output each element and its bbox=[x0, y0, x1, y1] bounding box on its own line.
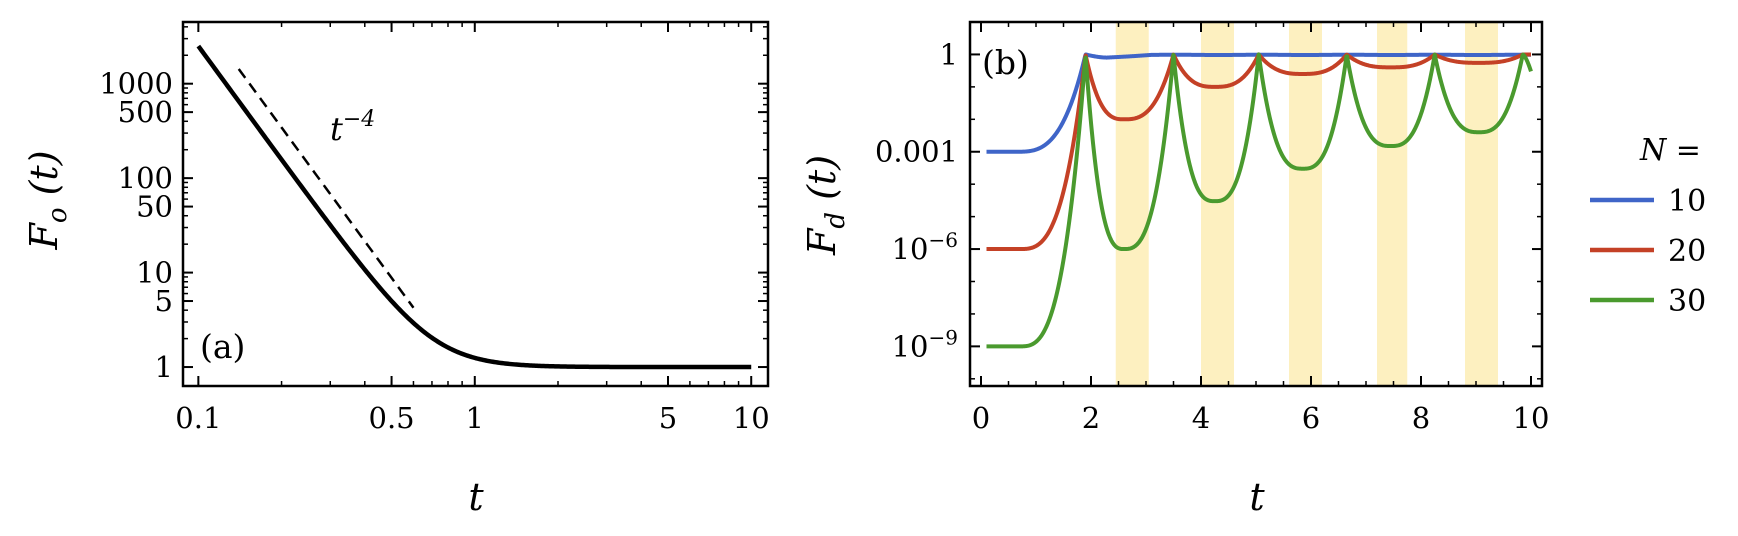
y-tick-label-b: 1 bbox=[940, 37, 958, 71]
legend-label-n20: 20 bbox=[1668, 234, 1706, 269]
y-axis-title-a: Fo (t) bbox=[22, 150, 73, 250]
y-tick-label-exp: −9 bbox=[929, 325, 958, 349]
reference-slope-line bbox=[237, 68, 415, 309]
shaded-band bbox=[1289, 22, 1322, 386]
y-axis-title-b: Fd (t) bbox=[800, 155, 851, 256]
x-tick-label-a: 5 bbox=[659, 401, 677, 435]
x-tick-label-b: 4 bbox=[1192, 401, 1210, 435]
x-tick-label-b: 0 bbox=[972, 401, 990, 435]
shaded-band bbox=[1201, 22, 1234, 386]
legend-title: N = bbox=[1639, 133, 1701, 168]
x-tick-label-b: 6 bbox=[1302, 401, 1320, 435]
y-tick-label-a: 5 bbox=[155, 284, 173, 318]
y-tick-label-base: 10 bbox=[892, 329, 929, 363]
shaded-band bbox=[1377, 22, 1408, 386]
y-tick-label-a: 500 bbox=[118, 95, 173, 129]
y-tick-label-b: 10−6 bbox=[892, 228, 958, 266]
y-tick-label-a: 1000 bbox=[99, 67, 173, 101]
series-layer-b bbox=[985, 52, 1533, 349]
x-tick-label-b: 2 bbox=[1082, 401, 1100, 435]
reference-slope-layer bbox=[237, 68, 415, 309]
plot-frame-a bbox=[181, 20, 770, 388]
legend: N = 10 20 30 bbox=[1590, 133, 1706, 319]
shaded-band bbox=[1465, 22, 1498, 386]
y-tick-label-a: 1 bbox=[155, 350, 173, 384]
x-axis-title-b: t bbox=[1249, 475, 1265, 519]
x-tick-label-a: 10 bbox=[733, 401, 770, 435]
x-tick-label-a: 1 bbox=[466, 401, 484, 435]
slope-annotation-exp: −4 bbox=[343, 107, 375, 132]
y-tick-label-b: 0.001 bbox=[875, 135, 958, 169]
y-tick-label-a: 10 bbox=[136, 256, 173, 290]
slope-annotation-base: t bbox=[330, 110, 343, 148]
y-tick-label-a: 50 bbox=[136, 190, 173, 224]
slope-annotation: t−4 bbox=[330, 107, 375, 148]
panel-label-a: (a) bbox=[200, 327, 245, 366]
y-tick-label-exp: −6 bbox=[929, 228, 958, 252]
series-line-n30 bbox=[985, 52, 1533, 349]
legend-label-n10: 10 bbox=[1668, 184, 1706, 219]
x-tick-label-b: 8 bbox=[1412, 401, 1430, 435]
x-axis-title-a: t bbox=[468, 475, 484, 519]
legend-label-n30: 30 bbox=[1668, 284, 1706, 319]
y-tick-label-a: 100 bbox=[118, 161, 173, 195]
x-tick-label-b: 10 bbox=[1513, 401, 1550, 435]
legend-entries: 10 20 30 bbox=[1590, 184, 1706, 319]
x-tick-label-a: 0.5 bbox=[369, 401, 415, 435]
series-layer-a bbox=[196, 44, 753, 370]
series-line-fo bbox=[196, 44, 753, 370]
shaded-band bbox=[1115, 22, 1149, 386]
x-tick-label-a: 0.1 bbox=[175, 401, 221, 435]
y-tick-label-base: 10 bbox=[892, 232, 929, 266]
panel-label-b: (b) bbox=[982, 43, 1029, 82]
shaded-bands bbox=[1115, 22, 1498, 386]
y-tick-label-b: 10−9 bbox=[892, 325, 958, 363]
